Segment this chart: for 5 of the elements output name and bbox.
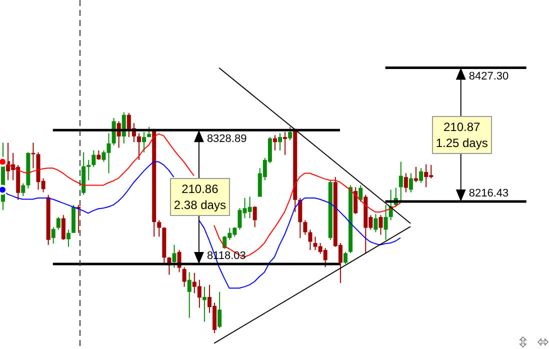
ref-line-label: 8328.89: [206, 133, 247, 146]
ref-line-label: 8216.43: [468, 188, 509, 200]
annotation: 210.86 2.38 days: [170, 178, 230, 216]
annotation: 210.87 1.25 days: [432, 116, 492, 154]
ref-line-label: 8427.30: [468, 70, 509, 83]
